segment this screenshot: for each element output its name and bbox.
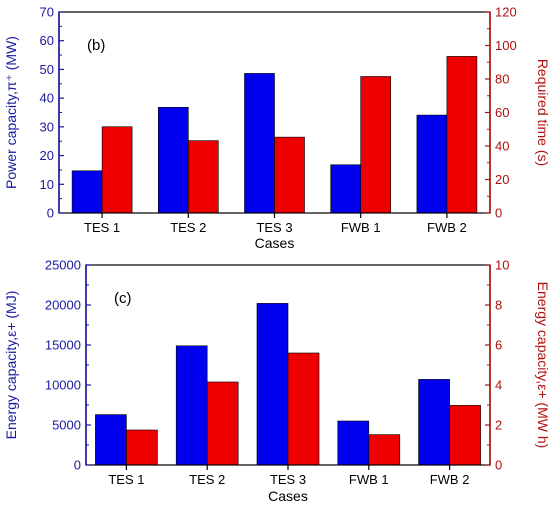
chart0-right-tick-label-1: 20 [495,172,509,187]
chart0-bar-left-4 [416,114,448,214]
chart0-left-tick-label-2: 20 [40,148,54,163]
chart1-left-tick-label-3: 15000 [45,338,81,353]
chart0-right-tick-label-6: 120 [495,5,517,20]
chart0-x-axis-title: Cases [255,235,295,251]
chart1-bar-right-4 [449,405,481,466]
chart1-left-tick-label-0: 0 [74,458,81,473]
chart1-left-tick-label-1: 5000 [52,418,81,433]
chart0-bar-right-2 [274,136,305,214]
chart0-bar-left-1 [158,107,189,214]
chart0-left-tick-label-4: 40 [40,91,54,106]
chart1-category-label-1: TES 2 [189,472,225,487]
chart1-right-tick-label-3: 6 [495,338,502,353]
chart0-left-tick-label-5: 50 [40,62,54,77]
chart0-left-axis-title: Power capacity,π⁺ (MW) [3,36,19,189]
chart0-left-tick-label-7: 70 [40,5,54,20]
chart1-right-tick-label-5: 10 [495,258,509,273]
chart1-bar-left-0 [95,414,127,466]
chart0-bar-right-4 [446,56,478,214]
chart0-left-tick-label-1: 10 [40,177,54,192]
chart0-right-tick-label-0: 0 [495,206,502,221]
chart1-category-label-0: TES 1 [108,472,144,487]
chart1-category-label-2: TES 3 [270,472,306,487]
chart1-category-label-3: FWB 1 [349,472,389,487]
chart0-bar-right-0 [101,126,133,214]
chart0-category-label-2: TES 3 [256,220,292,235]
chart1-bar-left-1 [175,345,208,466]
chart1-left-axis-title: Energy capacity,ε+ (MJ) [3,291,19,440]
chart0-left-tick-label-0: 0 [47,206,54,221]
chart0-right-axis-title: Required time (s) [535,59,550,166]
chart0-category-label-4: FWB 2 [427,220,467,235]
chart0-bar-left-3 [330,164,362,214]
chart0-left-tick-label-3: 30 [40,119,54,134]
chart1-bar-right-0 [126,429,158,466]
chart1-panel-label: (c) [114,290,132,307]
chart1-left-tick-label-2: 10000 [45,378,81,393]
chart1-category-label-4: FWB 2 [430,472,470,487]
chart1-bar-left-4 [418,379,450,466]
chart0-right-tick-label-5: 100 [495,38,517,53]
chart1-right-tick-label-0: 0 [495,458,502,473]
chart1-bar-right-1 [206,381,239,466]
chart1-right-tick-label-2: 4 [495,378,502,393]
chart1-bar-left-3 [337,420,370,466]
chart0-left-tick-label-6: 60 [40,33,54,48]
chart0-right-tick-label-3: 60 [495,105,509,120]
chart1-right-tick-label-1: 2 [495,418,502,433]
chart0-bar-left-0 [71,170,103,214]
chart1-x-axis-title: Cases [268,488,308,504]
chart0-bar-right-1 [188,140,219,214]
chart0-category-label-3: FWB 1 [341,220,381,235]
chart1-left-tick-label-4: 20000 [45,298,81,313]
chart0-category-label-1: TES 2 [170,220,206,235]
chart1-right-tick-label-4: 8 [495,298,502,313]
chart0-bar-left-2 [244,73,275,214]
chart0-category-label-0: TES 1 [84,220,120,235]
chart1-bar-right-2 [287,352,320,466]
chart0-bar-right-3 [360,76,392,214]
chart1-left-tick-label-5: 25000 [45,258,81,273]
chart1-bar-right-3 [368,434,401,466]
chart1-right-axis-title: Energy capacity,ε+ (MW h) [535,282,550,449]
chart1-bar-left-2 [256,303,289,466]
chart0-right-tick-label-4: 80 [495,72,509,87]
chart0-right-tick-label-2: 40 [495,139,509,154]
chart0-panel-label: (b) [87,37,105,54]
